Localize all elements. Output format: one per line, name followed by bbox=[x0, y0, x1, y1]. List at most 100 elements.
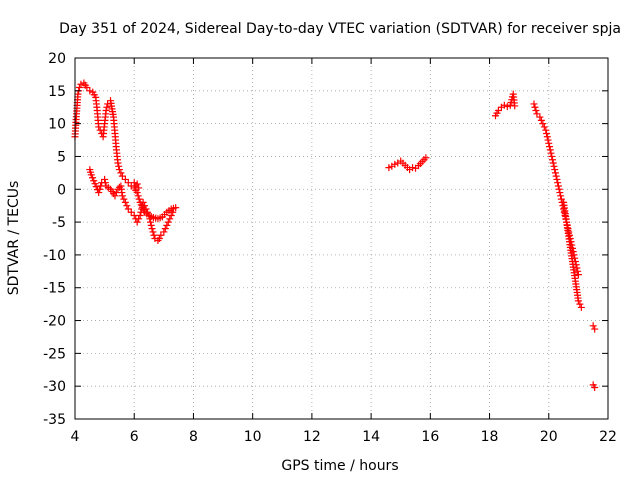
data-point bbox=[118, 172, 126, 180]
data-point bbox=[494, 107, 502, 115]
y-tick-label: 20 bbox=[48, 51, 66, 67]
data-point bbox=[511, 102, 519, 110]
y-tick-label: -20 bbox=[43, 314, 66, 330]
y-tick-label: 15 bbox=[48, 84, 66, 100]
interpolated-point bbox=[540, 123, 548, 131]
data-point bbox=[503, 103, 511, 111]
data-point bbox=[542, 126, 550, 134]
interpolated-point bbox=[91, 180, 99, 188]
y-tick-label: -35 bbox=[43, 412, 66, 428]
data-point bbox=[111, 192, 119, 200]
y-tick-label: -10 bbox=[43, 248, 66, 264]
y-tick-label: -25 bbox=[43, 346, 66, 362]
y-axis-ticks: 20 15 10 5 0 -5 -10 -15 -20 -25 -30 -35 bbox=[43, 51, 608, 428]
data-point bbox=[530, 100, 538, 108]
x-tick-label: 6 bbox=[130, 429, 139, 445]
y-tick-label: -5 bbox=[52, 215, 66, 231]
x-axis-title: GPS time / hours bbox=[281, 458, 398, 474]
data-point bbox=[533, 110, 541, 118]
interpolated-point bbox=[554, 182, 562, 190]
interpolated-point bbox=[574, 267, 582, 275]
interpolated-point bbox=[137, 208, 145, 216]
interpolated-point bbox=[553, 175, 561, 183]
data-point bbox=[391, 160, 399, 168]
data-point bbox=[548, 152, 556, 160]
data-point bbox=[409, 164, 417, 172]
interpolated-point bbox=[550, 162, 558, 170]
data-point bbox=[551, 166, 559, 174]
data-points bbox=[71, 79, 599, 391]
data-point bbox=[557, 192, 565, 200]
data-point bbox=[75, 84, 83, 92]
data-point bbox=[157, 231, 165, 239]
interpolated-point bbox=[543, 133, 551, 141]
data-point bbox=[114, 159, 122, 167]
interpolated-point bbox=[101, 179, 109, 187]
y-tick-label: -15 bbox=[43, 281, 66, 297]
data-point bbox=[589, 322, 597, 330]
data-point bbox=[545, 139, 553, 147]
data-point bbox=[142, 205, 150, 213]
data-point bbox=[136, 212, 144, 220]
data-point bbox=[102, 107, 110, 115]
data-point bbox=[574, 271, 582, 279]
data-point bbox=[422, 154, 430, 162]
interpolated-point bbox=[543, 129, 551, 137]
data-point bbox=[87, 171, 95, 179]
data-point bbox=[135, 184, 143, 192]
data-point bbox=[145, 212, 153, 220]
interpolated-point bbox=[123, 202, 131, 210]
data-point bbox=[148, 225, 156, 233]
x-axis-ticks: 4 6 8 10 12 14 16 18 20 22 bbox=[71, 58, 617, 445]
interpolated-point bbox=[144, 208, 152, 216]
interpolated-point bbox=[134, 192, 142, 200]
x-tick-label: 4 bbox=[71, 429, 80, 445]
interpolated-point bbox=[556, 189, 564, 197]
interpolated-point bbox=[548, 156, 556, 164]
data-point bbox=[577, 303, 585, 311]
interpolated-point bbox=[96, 185, 104, 193]
interpolated-point bbox=[103, 103, 111, 111]
x-tick-label: 20 bbox=[540, 429, 558, 445]
interpolated-point bbox=[547, 149, 555, 157]
y-tick-label: 10 bbox=[48, 117, 66, 133]
chart-title: Day 351 of 2024, Sidereal Day-to-day VTE… bbox=[59, 21, 621, 37]
data-point bbox=[77, 80, 85, 88]
interpolated-point bbox=[532, 107, 540, 115]
interpolated-point bbox=[147, 221, 155, 229]
interpolated-point bbox=[544, 136, 552, 144]
data-point bbox=[160, 228, 168, 236]
interpolated-point bbox=[135, 215, 143, 223]
interpolated-point bbox=[90, 177, 98, 185]
interpolated-point bbox=[120, 195, 128, 203]
data-point bbox=[115, 166, 123, 174]
interpolated-point bbox=[89, 174, 97, 182]
data-point bbox=[133, 218, 141, 226]
interpolated-point bbox=[551, 169, 559, 177]
y-tick-label: -30 bbox=[43, 379, 66, 395]
data-point bbox=[536, 113, 544, 121]
data-point bbox=[591, 383, 599, 391]
y-tick-label: 5 bbox=[57, 149, 66, 165]
interpolated-point bbox=[149, 228, 157, 236]
grid-lines bbox=[75, 58, 608, 419]
data-point bbox=[166, 215, 174, 223]
data-point bbox=[155, 235, 163, 242]
interpolated-point bbox=[546, 146, 554, 154]
interpolated-point bbox=[141, 202, 149, 210]
interpolated-point bbox=[552, 172, 560, 180]
x-tick-label: 8 bbox=[189, 429, 198, 445]
interpolated-point bbox=[115, 162, 123, 170]
x-tick-label: 22 bbox=[599, 429, 617, 445]
interpolated-point bbox=[576, 300, 584, 308]
interpolated-point bbox=[117, 169, 125, 177]
interpolated-point bbox=[537, 116, 545, 124]
data-point bbox=[124, 205, 132, 213]
data-point bbox=[83, 84, 91, 92]
data-point bbox=[172, 204, 180, 212]
data-point bbox=[121, 175, 129, 183]
data-point bbox=[139, 198, 147, 206]
interpolated-point bbox=[549, 159, 557, 167]
data-point bbox=[574, 297, 582, 305]
interpolated-point bbox=[135, 195, 143, 203]
